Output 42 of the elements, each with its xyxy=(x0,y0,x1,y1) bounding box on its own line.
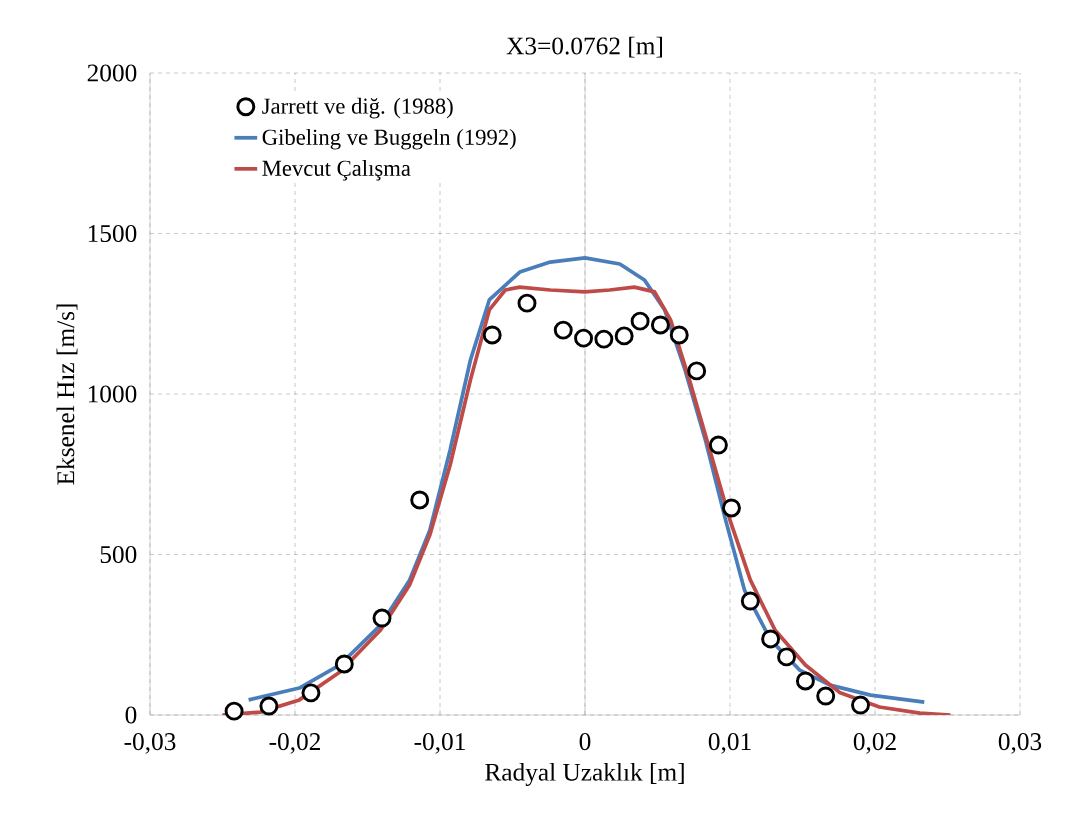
point xyxy=(816,686,836,706)
point xyxy=(777,647,797,667)
legend-label: Gibeling ve Buggeln (1992) xyxy=(262,128,516,150)
x-tick-label: -0,01 xyxy=(414,733,465,754)
point xyxy=(301,683,321,703)
y-tick-label: 0 xyxy=(125,706,137,724)
point xyxy=(574,328,594,348)
legend-label: Mevcut Çalışma xyxy=(262,159,411,181)
x-tick-label: 0,01 xyxy=(708,733,751,754)
point xyxy=(851,695,870,715)
point xyxy=(614,326,634,346)
point xyxy=(259,696,279,716)
point xyxy=(594,329,614,349)
y-axis-title: Eksenel Hız [m/s] xyxy=(56,304,78,485)
point xyxy=(224,701,244,721)
point xyxy=(708,435,728,455)
x-tick-label: 0 xyxy=(579,733,591,751)
point xyxy=(630,311,650,331)
y-tick-label: 1500 xyxy=(88,224,137,243)
y-tick-label: 500 xyxy=(100,545,137,564)
x-axis-title: Radyal Uzaklık [m] xyxy=(485,762,684,786)
point xyxy=(687,361,707,381)
x-tick-label: -0,03 xyxy=(124,733,176,754)
point xyxy=(740,591,760,611)
x-tick-label: 0,03 xyxy=(998,733,1042,754)
point xyxy=(761,629,781,649)
point xyxy=(795,671,815,691)
point xyxy=(721,498,741,518)
point xyxy=(482,325,502,345)
point xyxy=(517,293,537,313)
x-tick-label: -0,02 xyxy=(269,733,320,754)
legend-label: Jarrett ve diğ. (1988) xyxy=(262,97,453,119)
y-tick-label: 1000 xyxy=(88,385,137,403)
point xyxy=(334,654,354,674)
point xyxy=(372,608,392,628)
point xyxy=(650,315,670,335)
chart-title: X3=0.0762 [m] xyxy=(506,36,662,58)
point xyxy=(553,320,573,340)
point xyxy=(410,490,430,510)
point xyxy=(669,325,689,345)
x-tick-label: 0,02 xyxy=(853,733,896,754)
y-tick-label: 2000 xyxy=(87,64,137,82)
